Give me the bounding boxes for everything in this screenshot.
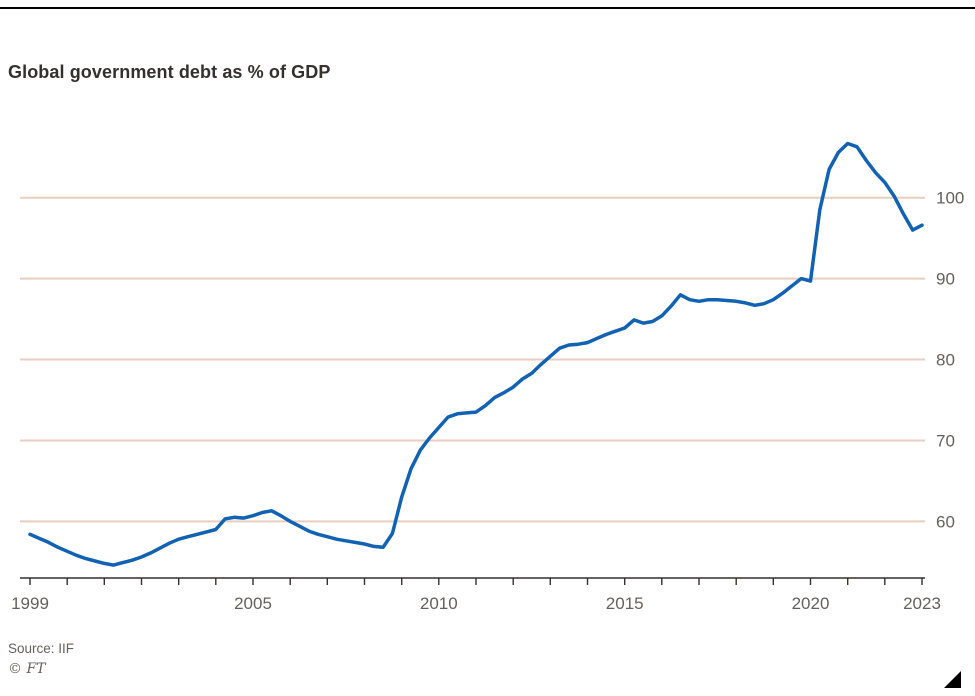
chart-title: Global government debt as % of GDP [8,62,331,82]
x-axis-label: 1999 [11,594,49,613]
top-border-rule [0,7,975,9]
debt-line-series [28,141,924,567]
ft-credit: © FT [8,661,46,677]
y-axis-label: 90 [936,270,955,289]
x-axis-label: 2005 [234,594,272,613]
resize-corner-triangle-icon [944,671,961,688]
y-axis-label: 70 [936,432,955,451]
x-axis-label: 2023 [903,594,941,613]
y-axis-label: 60 [936,512,955,531]
x-axis-label: 2010 [420,594,458,613]
x-axis-label: 2020 [792,594,830,613]
source-text: Source: IIF [8,641,75,656]
y-axis-label: 80 [936,351,955,370]
y-axis-label: 100 [936,189,964,208]
x-axis-label: 2015 [606,594,644,613]
